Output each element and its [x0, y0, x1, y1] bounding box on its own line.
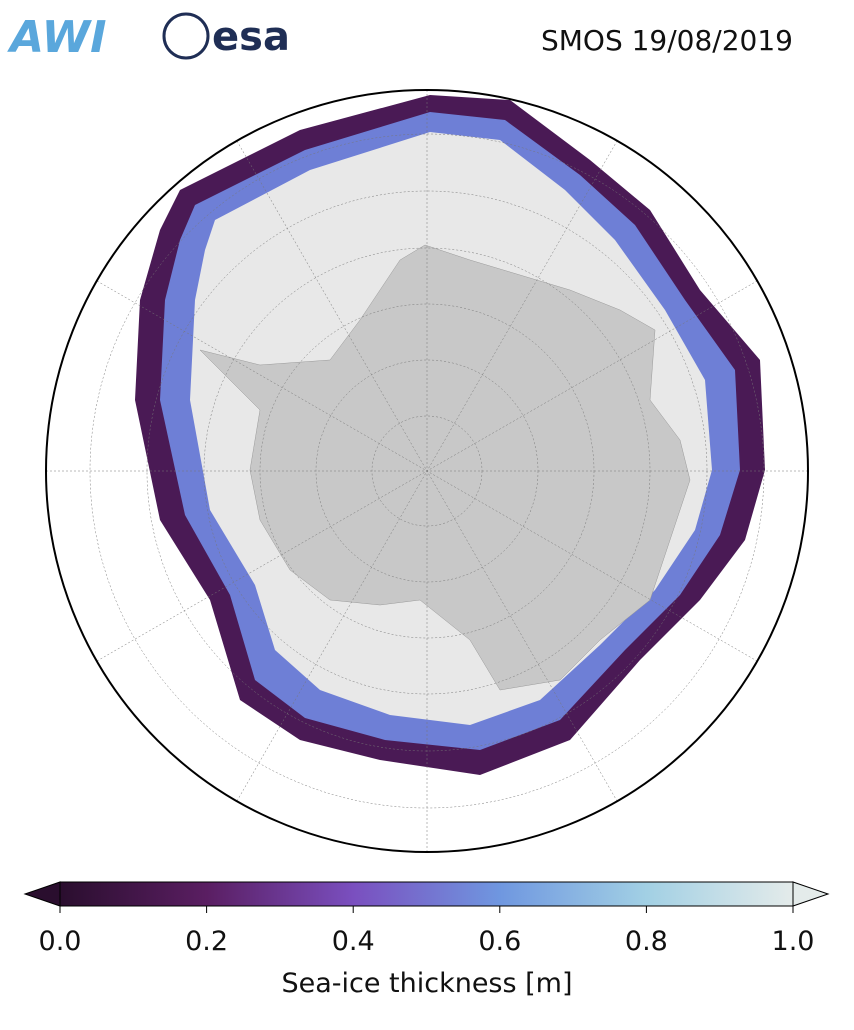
esa-emblem — [162, 12, 210, 60]
map-title: SMOS 19/08/2019 — [541, 24, 793, 57]
antarctica — [199, 244, 691, 691]
colorbar-tick-label: 1.0 — [772, 926, 815, 957]
map-frame — [45, 89, 809, 853]
graticule — [46, 90, 808, 852]
colorbar-extend-low — [23, 881, 61, 907]
colorbar-tick-label: 0.4 — [332, 926, 375, 957]
colorbar — [23, 881, 830, 907]
map — [46, 90, 808, 852]
colorbar-tick-label: 0.0 — [39, 926, 82, 957]
esa-logo: esa — [212, 14, 290, 60]
colorbar-tick-label: 0.6 — [478, 926, 521, 957]
colorbar-tick-label: 0.8 — [625, 926, 668, 957]
colorbar-label: Sea-ice thickness [m] — [281, 968, 572, 999]
awi-logo: AWI — [7, 12, 107, 63]
colorbar-tick-label: 0.2 — [185, 926, 228, 957]
colorbar-extend-high — [792, 881, 830, 907]
colorbar-bar — [59, 881, 794, 907]
